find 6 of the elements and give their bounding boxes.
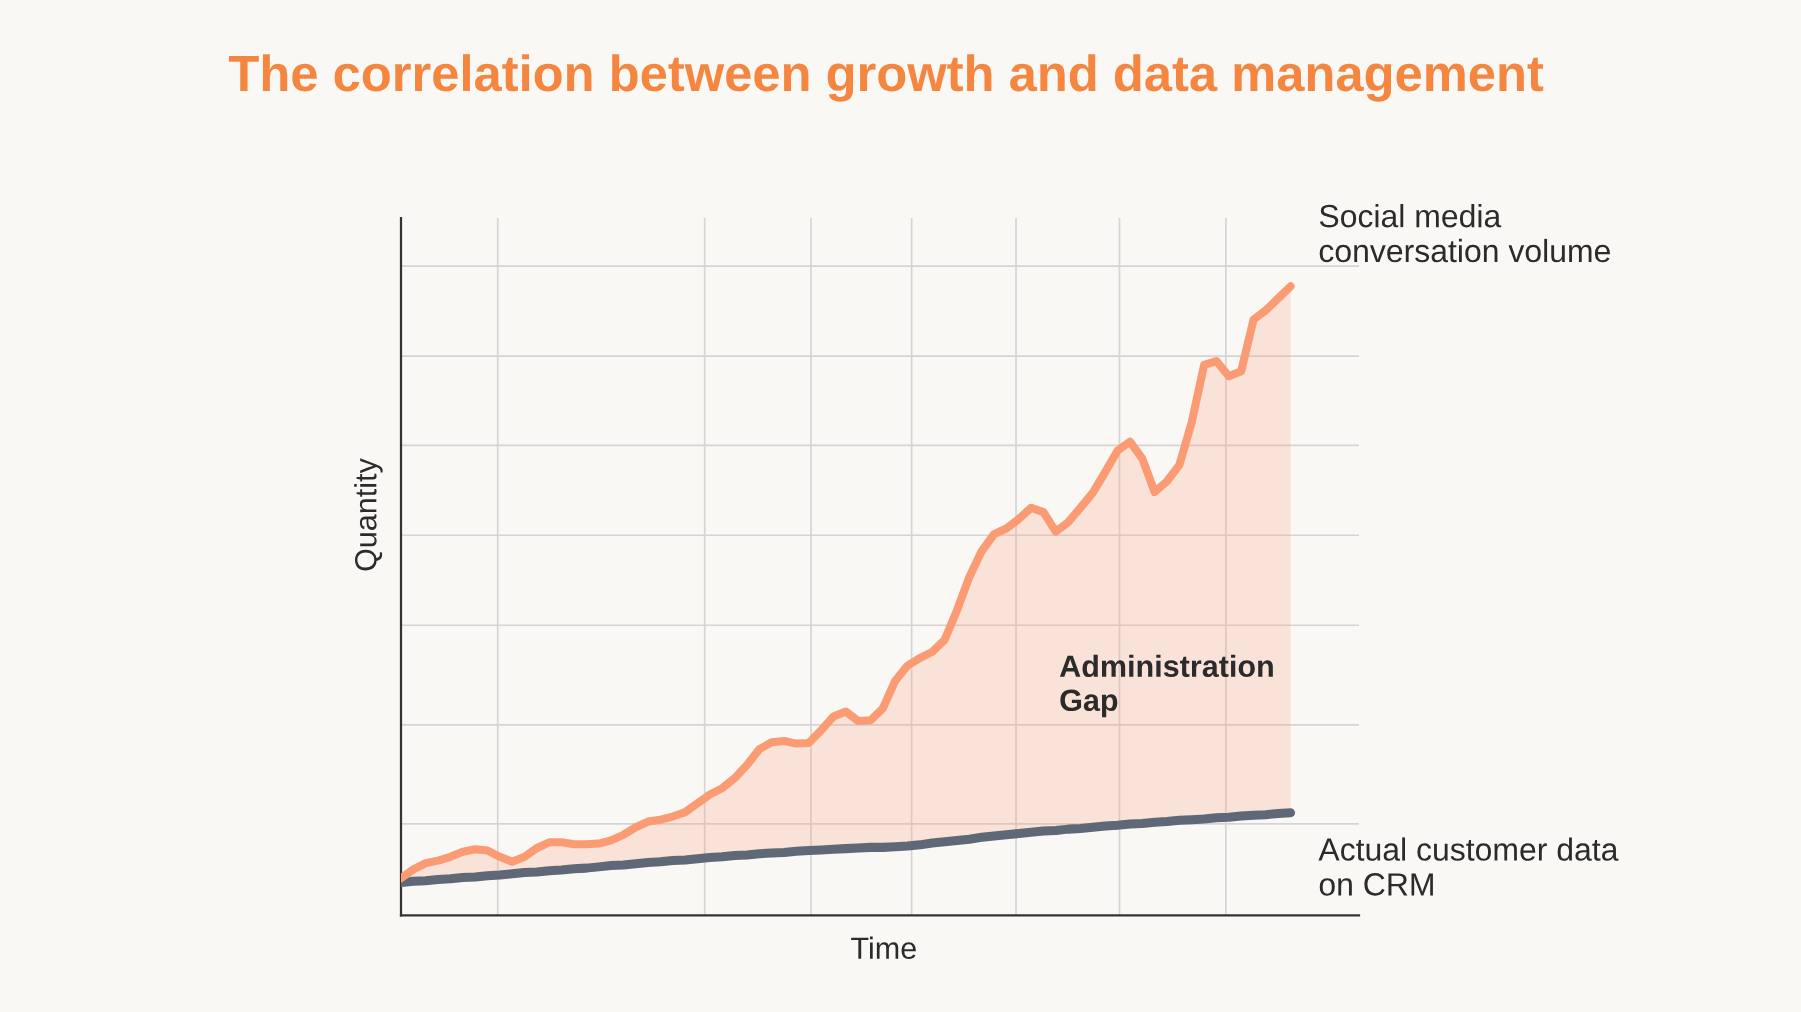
y-axis-title: Quantity bbox=[354, 458, 383, 571]
series-label: Actual customer data on CRM bbox=[1318, 837, 1619, 896]
series-label: Social media conversation volume bbox=[1319, 203, 1610, 263]
chart-title: The correlation between growth and data management bbox=[228, 54, 1544, 102]
annotation: Administration Gap bbox=[1059, 654, 1273, 718]
x-axis-title: Time bbox=[851, 936, 916, 960]
